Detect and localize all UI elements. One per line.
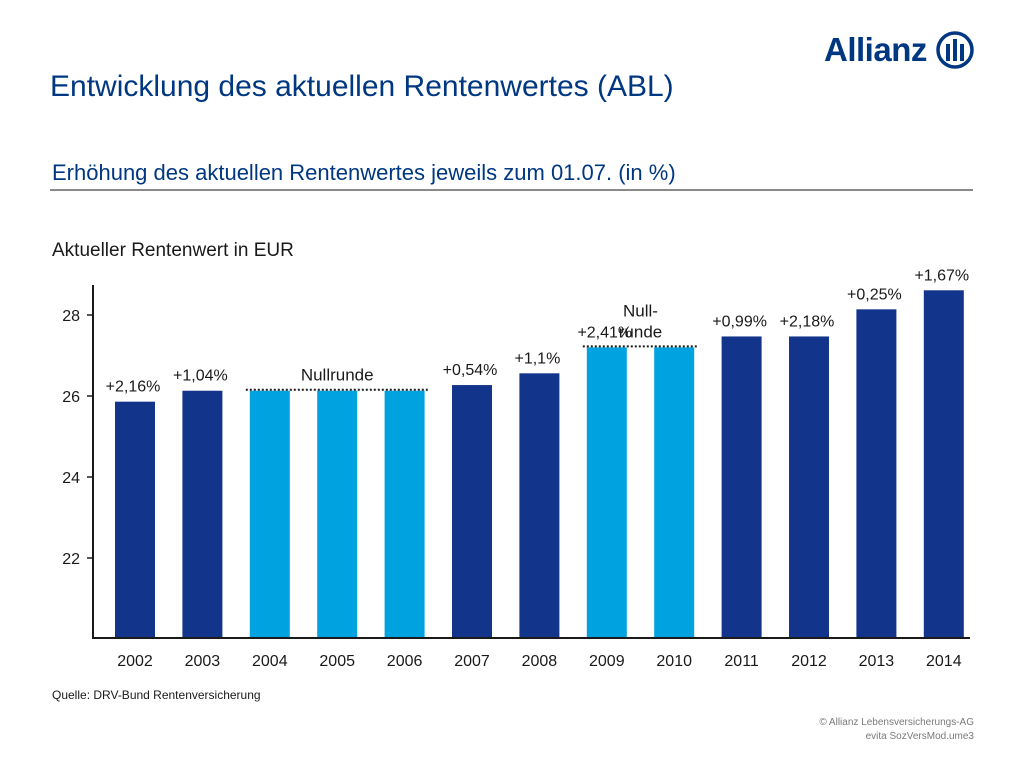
bar <box>249 390 290 638</box>
annotation-label: Null-runde <box>619 301 662 341</box>
data-label: +0,25% <box>847 286 902 303</box>
y-axis-label: Aktueller Rentenwert in EUR <box>52 240 294 261</box>
y-tick-label: 28 <box>62 308 80 325</box>
bar <box>115 401 155 638</box>
bar <box>452 385 492 638</box>
bar <box>923 290 964 638</box>
annotation-label: Nullrunde <box>301 366 374 385</box>
bar <box>182 390 223 638</box>
x-tick-label: 2009 <box>589 653 625 670</box>
data-label: +2,18% <box>780 313 835 330</box>
allianz-logo: Allianz <box>824 28 975 72</box>
annotations: Nullrunde Null-runde <box>245 301 699 391</box>
x-tick-label: 2012 <box>791 653 827 670</box>
x-tick-label: 2014 <box>926 653 962 670</box>
x-tick-label: 2002 <box>117 653 153 670</box>
footer-document: evita SozVersMod.ume3 <box>865 731 974 742</box>
y-axis: 22 24 26 28 <box>62 308 93 568</box>
x-tick-label: 2008 <box>522 653 558 670</box>
x-tick-label: 2006 <box>387 653 423 670</box>
x-tick-label: 2005 <box>319 653 355 670</box>
data-label: +2,41% <box>577 324 632 341</box>
x-tick-label: 2013 <box>859 653 895 670</box>
x-tick-label: 2003 <box>185 653 221 670</box>
x-tick-label: 2010 <box>656 653 692 670</box>
bar <box>856 309 897 638</box>
bar <box>317 390 358 638</box>
bar <box>721 336 762 638</box>
bars: +2,16% +1,04% +0,54% +1,1% +2,41% +0,99% +2,18… <box>106 267 969 638</box>
allianz-eagle-icon <box>936 31 974 69</box>
footer: © Allianz Lebensversicherungs-AG evita S… <box>819 716 974 744</box>
x-tick-label: 2007 <box>454 653 490 670</box>
bar <box>789 336 829 638</box>
x-tick-label: 2004 <box>252 653 288 670</box>
footer-copyright: © Allianz Lebensversicherungs-AG <box>819 717 974 728</box>
bar <box>384 390 425 638</box>
y-tick-label: 24 <box>62 470 80 487</box>
bar <box>519 373 560 638</box>
data-label: +0,54% <box>443 362 498 379</box>
logo-text: Allianz <box>824 31 927 68</box>
chart-subtitle: Erhöhung des aktuellen Rentenwertes jewe… <box>52 160 676 185</box>
source-note: Quelle: DRV-Bund Rentenversicherung <box>52 688 261 702</box>
page-title: Entwicklung des aktuellen Rentenwertes (… <box>50 70 674 103</box>
bar <box>586 347 627 638</box>
y-tick-label: 22 <box>62 551 80 568</box>
data-label: +1,67% <box>914 267 969 284</box>
data-label: +2,16% <box>106 379 161 396</box>
y-tick-label: 26 <box>62 389 80 406</box>
x-axis-labels: 2002 2003 2004 2005 2006 2007 2008 2009 2010 2011… <box>117 653 961 670</box>
data-label: +1,1% <box>514 350 560 367</box>
data-label: +1,04% <box>173 368 228 385</box>
bar-chart: Aktueller Rentenwert in EUR 22 24 26 28 +2,… <box>52 240 970 670</box>
bar <box>654 347 695 638</box>
data-label: +0,99% <box>712 313 767 330</box>
x-tick-label: 2011 <box>724 653 759 670</box>
title-divider <box>50 189 973 191</box>
